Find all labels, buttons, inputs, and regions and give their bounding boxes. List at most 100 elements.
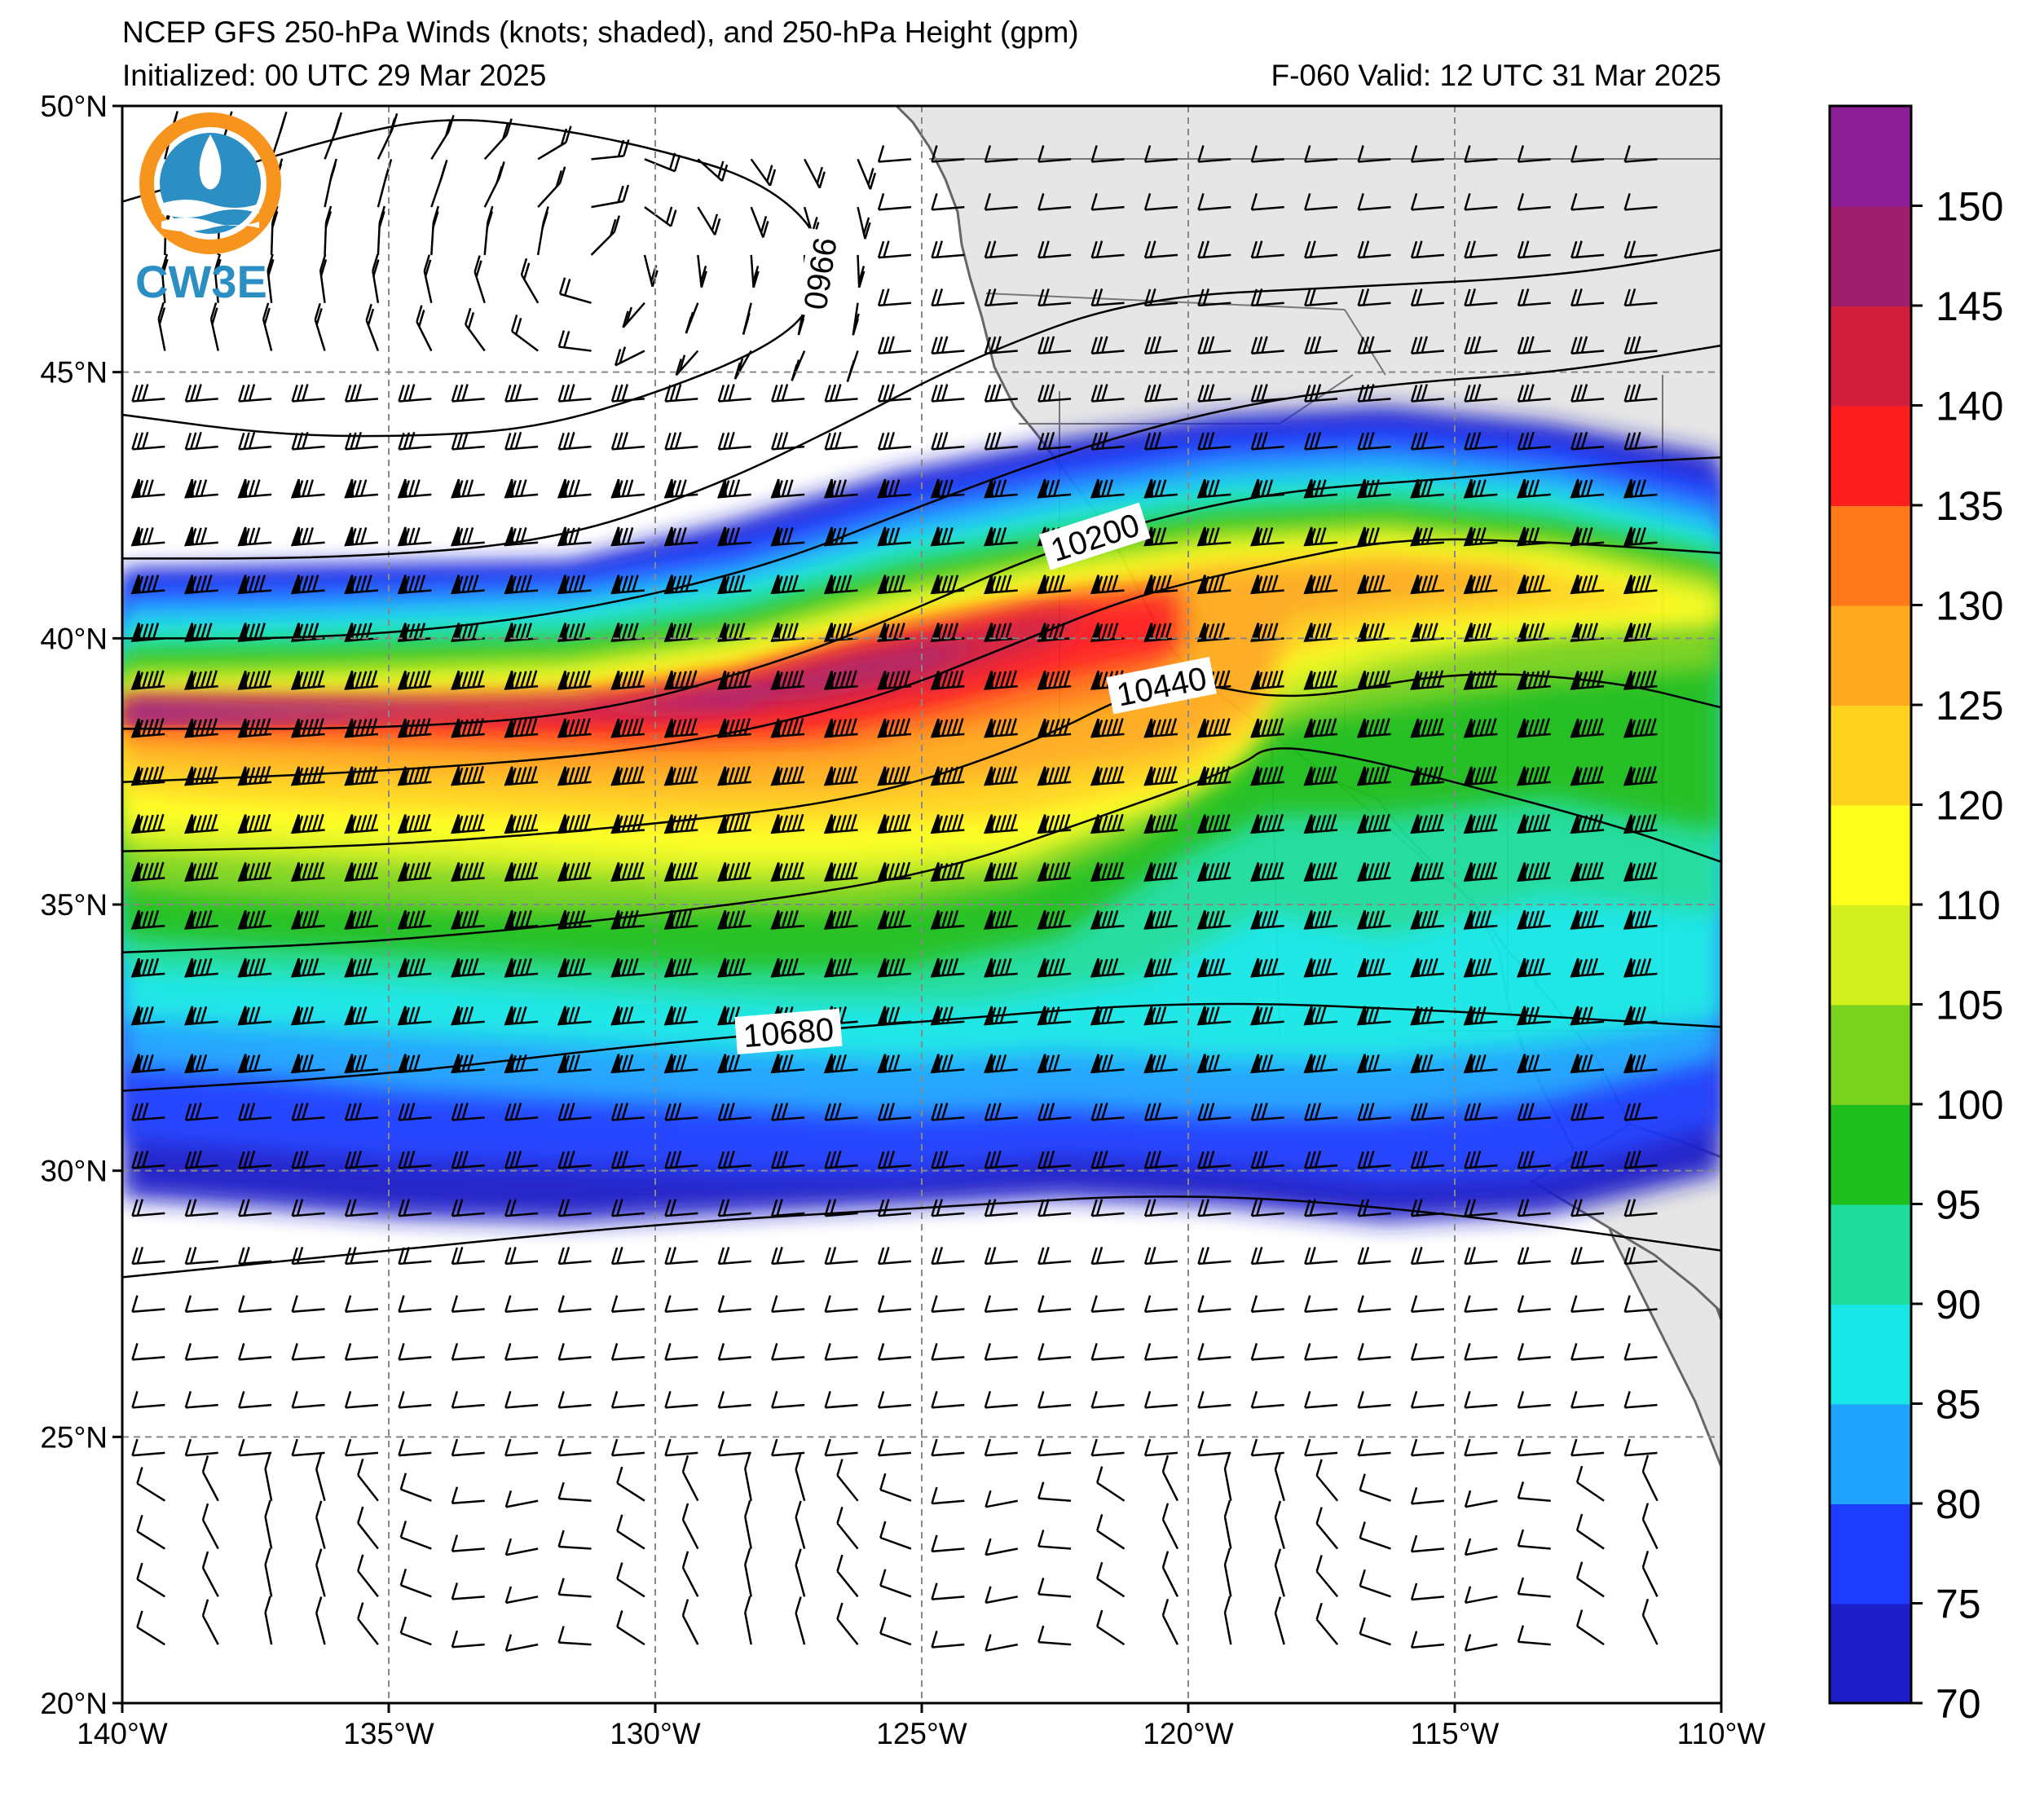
wind-barb [824, 1150, 858, 1169]
wind-barb [184, 1103, 218, 1121]
wind-barb [877, 909, 912, 930]
wind-barb [1090, 1103, 1125, 1121]
wind-barb [823, 1054, 858, 1074]
wind-barb [483, 161, 505, 208]
wind-barb [1143, 1199, 1178, 1217]
wind-barb [184, 957, 218, 978]
wind-barb [664, 1150, 698, 1169]
lon-tick-label: 130°W [610, 1717, 701, 1750]
wind-barb [1517, 336, 1551, 354]
wind-barb [664, 1247, 698, 1266]
wind-barb [1274, 1452, 1285, 1502]
wind-barb [1197, 288, 1231, 307]
wind-barb [1356, 861, 1391, 882]
wind-barb [1410, 1343, 1445, 1361]
wind-barb [877, 957, 912, 978]
colorbar-swatch [1830, 1204, 1911, 1305]
wind-barb [877, 1343, 912, 1361]
wind-barb [1570, 1006, 1605, 1026]
wind-barb [1570, 1054, 1605, 1074]
wind-barb [504, 670, 539, 690]
wind-barb [1517, 1295, 1551, 1313]
wind-barb [397, 909, 432, 930]
wind-barb [201, 1599, 219, 1645]
wind-barb [1464, 1103, 1498, 1121]
wind-barb [1197, 1295, 1231, 1313]
wind-barb [1090, 861, 1125, 882]
wind-barb [984, 1103, 1018, 1121]
wind-barb [1196, 478, 1231, 499]
wind-barb [270, 205, 279, 255]
wind-barb [1250, 813, 1284, 834]
wind-barb [717, 1438, 751, 1457]
wind-barb [610, 1295, 645, 1313]
wind-barb [238, 1343, 272, 1361]
wind-barb [504, 574, 539, 595]
wind-barb [824, 1295, 858, 1313]
wind-barb [1304, 1103, 1338, 1121]
wind-barb [1197, 1150, 1231, 1169]
colorbar-swatch [1830, 1603, 1911, 1704]
wind-barb [1570, 526, 1605, 547]
wind-barb [324, 205, 333, 255]
wind-barb [131, 1438, 165, 1457]
wind-barb [931, 288, 965, 307]
wind-barb [1090, 1054, 1125, 1074]
wind-barb [1357, 1103, 1391, 1121]
wind-barb [663, 1006, 698, 1026]
wind-barb [1161, 1503, 1179, 1550]
wind-barb [931, 1631, 965, 1649]
wind-barb [1143, 909, 1178, 930]
wind-barb [130, 813, 165, 834]
wind-barb [984, 384, 1018, 403]
wind-barb [744, 1596, 752, 1645]
wind-barb [451, 813, 485, 834]
wind-barb [931, 1150, 965, 1169]
wind-barb [1197, 192, 1231, 211]
wind-barb [1623, 1150, 1658, 1169]
wind-barb [1250, 766, 1284, 786]
wind-barb [1197, 384, 1231, 403]
wind-barb [483, 205, 494, 256]
wind-barb [1304, 1438, 1338, 1457]
wind-barb [984, 1343, 1018, 1361]
wind-barb [314, 302, 326, 351]
latitude-axis: 50°N 45°N 40°N 35°N 30°N 25°N 20°N [40, 90, 122, 1720]
wind-barb [984, 1247, 1018, 1266]
wind-barb [399, 1616, 432, 1646]
wind-barb [616, 1562, 645, 1598]
wind-barb [1463, 813, 1498, 834]
wind-barb [610, 957, 645, 978]
wind-barb [1037, 192, 1072, 211]
wind-barb [1037, 1199, 1072, 1217]
wind-barb [1623, 240, 1658, 259]
wind-barb [1250, 1103, 1284, 1121]
wind-barb [291, 1343, 325, 1361]
wind-barb [344, 1006, 379, 1026]
wind-barb [1517, 384, 1551, 403]
colorbar-swatch [1830, 1503, 1911, 1605]
wind-barb [930, 526, 965, 547]
wind-barb [184, 766, 218, 786]
wind-barb [717, 1343, 751, 1361]
wind-barb [344, 957, 379, 978]
wind-barb [344, 909, 379, 930]
wind-barb [1250, 192, 1284, 211]
wind-barb [1143, 192, 1178, 211]
wind-barb [290, 670, 325, 690]
wind-barb [1357, 1150, 1391, 1169]
wind-barb [1303, 909, 1338, 930]
wind-barb [984, 1390, 1018, 1409]
wind-barb [1357, 431, 1391, 451]
wind-barb [877, 478, 912, 499]
colorbar-tick-label: 70 [1936, 1681, 1981, 1727]
wind-barb [770, 574, 805, 595]
wind-barb [663, 861, 698, 882]
wind-barb [770, 1054, 805, 1074]
wind-barb [1303, 861, 1338, 882]
wind-barb [824, 384, 858, 403]
colorbar-tick-label: 150 [1936, 184, 2003, 230]
wind-barb [451, 670, 485, 690]
wind-barb [1463, 909, 1498, 930]
wind-barb [1357, 145, 1391, 163]
